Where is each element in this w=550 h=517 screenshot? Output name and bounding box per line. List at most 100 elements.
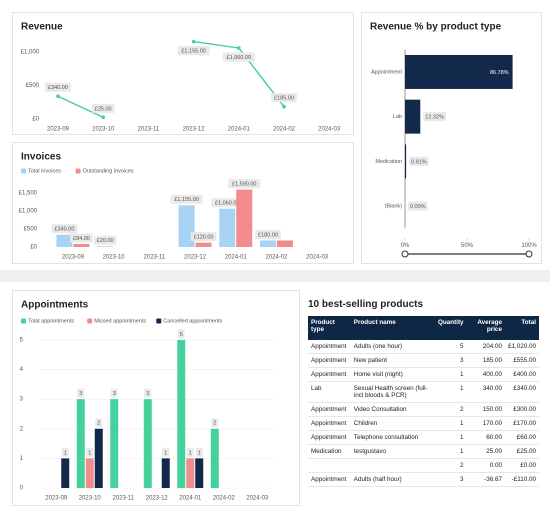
- table-cell: -36.67: [466, 472, 505, 487]
- value-label: 1: [64, 450, 67, 456]
- table-cell: 1: [435, 416, 467, 431]
- legend-swatch: [87, 318, 93, 324]
- bar: [276, 240, 293, 247]
- legend-swatch: [21, 168, 26, 174]
- label-box: [144, 388, 152, 398]
- label-box: [77, 388, 85, 398]
- label-box: [93, 235, 117, 245]
- table-cell: 25.00: [466, 444, 505, 459]
- table-cell: [350, 458, 436, 473]
- table-panel: 10 best-selling products Product type Pro…: [305, 290, 543, 506]
- revenue-panel: Revenue £0 £500 £1,000 2023-09 2023-10 2023-11…: [12, 12, 354, 135]
- table-row: Appointment New patient 3 185.00 £555.00: [308, 353, 539, 368]
- column-header[interactable]: Average price: [466, 316, 505, 340]
- y-tick-label: £500: [26, 83, 40, 89]
- bar: [73, 243, 90, 247]
- column-header[interactable]: Product type: [308, 316, 351, 340]
- column-header[interactable]: Product name: [350, 316, 436, 340]
- label-box: [211, 198, 244, 208]
- bar: [76, 399, 85, 488]
- table-cell: 3: [435, 353, 467, 368]
- table-cell: Appointment: [308, 416, 351, 431]
- bar: [186, 458, 195, 488]
- value-label: 12.32%: [425, 115, 444, 121]
- table-row: Appointment Home visit (night) 1 400.00 £400…: [308, 367, 539, 382]
- legend-swatch: [75, 168, 81, 174]
- value-label: 2: [97, 421, 100, 427]
- x-tick-label: 2023-10: [103, 255, 126, 261]
- value-label: 3: [146, 391, 149, 397]
- table-cell: £555.00: [504, 353, 539, 368]
- table-row: Lab Sexual Health screen (full- incl bloo…: [308, 381, 539, 403]
- x-tick-label: 2023-11: [112, 496, 134, 502]
- x-tick-label: 2024-02: [213, 496, 236, 502]
- label-box: [110, 388, 118, 398]
- table-cell: £60.00: [504, 430, 539, 445]
- table-cell: Appointment: [308, 472, 351, 487]
- y-tick-label: 0: [20, 486, 24, 492]
- label-box: [45, 82, 71, 92]
- table-cell: £300.00: [504, 402, 539, 417]
- column-header[interactable]: Total: [504, 316, 539, 340]
- header-row: Product type Product name Quantity Average …: [308, 316, 539, 340]
- table-cell: £400.00: [504, 367, 539, 382]
- x-tick-label: 2024-01: [228, 127, 251, 133]
- x-tick-label: 2024-02: [273, 127, 296, 133]
- column-header[interactable]: Quantity: [435, 316, 467, 340]
- table-cell: £0.00: [504, 458, 539, 473]
- chart-title: Revenue: [21, 22, 63, 33]
- value-label: 2: [213, 421, 216, 427]
- label-box: [255, 230, 281, 239]
- point: [282, 104, 286, 109]
- point: [237, 46, 241, 50]
- bar: [405, 54, 513, 89]
- table-cell: Adults (one hour): [350, 340, 436, 354]
- table-cell: Lab: [308, 381, 351, 403]
- x-tick-label: 2023-09: [45, 496, 68, 502]
- range-slider-handle[interactable]: [401, 250, 409, 258]
- y-tick-label: £1,000: [19, 208, 38, 214]
- bar: [195, 242, 212, 247]
- bar: [94, 428, 103, 488]
- value-label: £340.00: [48, 85, 68, 91]
- bar: [110, 399, 119, 488]
- bar: [219, 208, 236, 247]
- invoices-chart: Invoices £0 £500 £1,000 £1,500 Total invoices…: [19, 152, 329, 261]
- x-tick-label: 2023-12: [184, 255, 207, 261]
- bar: [195, 458, 204, 488]
- label-box: [162, 447, 170, 457]
- label-box: [190, 232, 217, 242]
- y-tick-label: £1,000: [21, 50, 40, 56]
- x-tick-label: 2024-03: [318, 127, 341, 133]
- table-row: Appointment Children 1 170.00 £170.00: [308, 416, 539, 431]
- table-cell: 0.00: [466, 458, 505, 473]
- label-box: [51, 224, 78, 234]
- table-cell: 1: [435, 430, 467, 445]
- label-box: [61, 447, 69, 457]
- table-cell: 3: [435, 472, 467, 487]
- label-box: [211, 418, 219, 428]
- range-slider-handle[interactable]: [525, 250, 533, 258]
- label-box: [95, 418, 103, 428]
- table-cell: £170.00: [504, 416, 539, 431]
- legend-label: Total invoices: [28, 168, 61, 174]
- x-tick-label: 2024-01: [225, 255, 248, 261]
- table-cell: 2: [435, 402, 467, 417]
- x-tick-label: 2024-02: [265, 255, 288, 261]
- y-tick-label: £0: [32, 117, 39, 123]
- table-cell: Telephone consultation: [350, 430, 436, 445]
- table-cell: Appointment: [308, 353, 351, 368]
- y-tick-label: 1: [20, 456, 24, 462]
- label-box: [86, 447, 94, 457]
- table-cell: Appointment: [308, 402, 351, 417]
- legend-swatch: [156, 318, 162, 324]
- table-cell: Appointment: [308, 367, 351, 382]
- table-cell: 1: [435, 444, 467, 459]
- bar: [56, 234, 73, 247]
- chart-title: Invoices: [21, 152, 61, 163]
- x-tick-label: 2023-09: [62, 255, 85, 261]
- value-label: 3: [113, 391, 116, 397]
- value-label: 0.91%: [411, 159, 427, 165]
- value-label: £180.00: [258, 232, 278, 238]
